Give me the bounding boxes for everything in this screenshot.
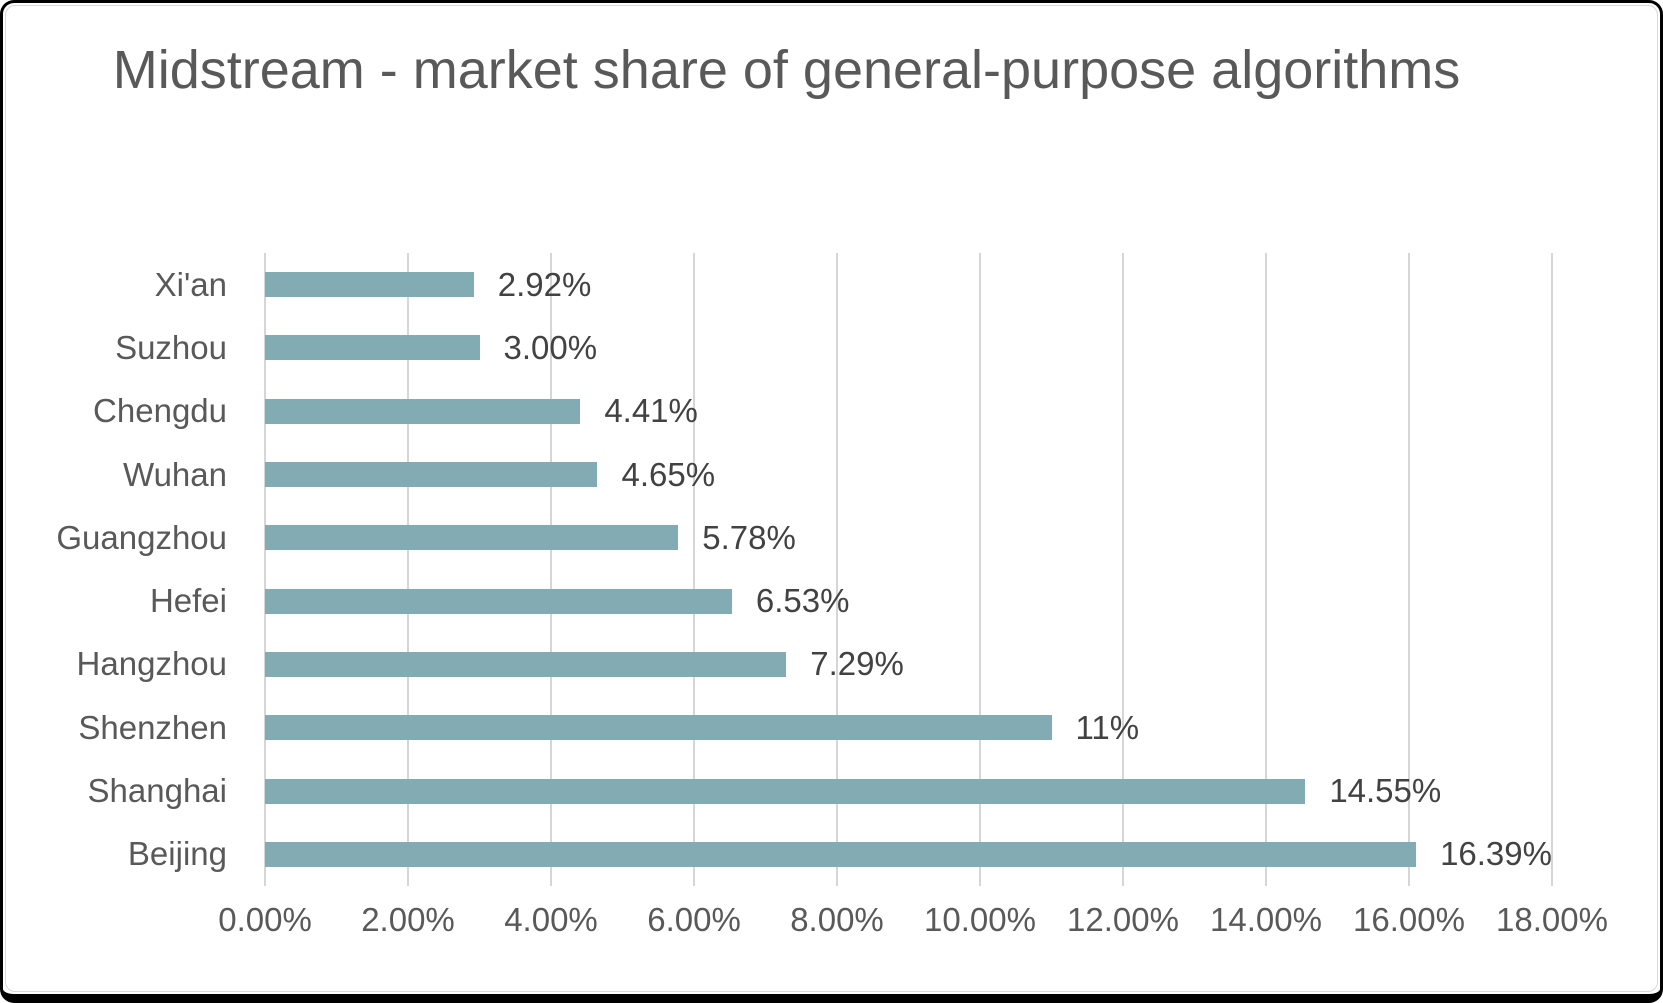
category-label: Hefei	[149, 582, 227, 620]
gridline	[406, 253, 409, 886]
x-axis: 0.00% 2.00% 4.00% 6.00% 8.00% 10.00% 12.00% 14.…	[218, 901, 1608, 949]
gridline	[979, 253, 981, 886]
bar-row: 7.29%	[265, 633, 1552, 696]
gridline	[1122, 253, 1124, 886]
bar	[265, 841, 1417, 867]
chart-title: Midstream - market share of general-purp…	[112, 40, 1461, 100]
bar-series: 2.92% 3.00% 4.41% 4.65% 5.78% 6.53% 7.29% 11% 14…	[265, 253, 1552, 886]
category-label: Beijing	[127, 835, 227, 873]
category-label: Xi'an	[154, 265, 227, 303]
bar	[265, 778, 1306, 804]
gridline	[693, 253, 695, 886]
x-axis-tick-label: 0.00%	[218, 901, 312, 938]
data-label: 2.92%	[497, 265, 592, 303]
bar-row: 4.65%	[265, 443, 1552, 506]
x-axis-tick-label: 16.00%	[1353, 901, 1465, 938]
bar	[265, 588, 732, 614]
bar	[265, 272, 474, 298]
data-label: 6.53%	[755, 582, 850, 620]
x-axis-tick-label: 12.00%	[1067, 901, 1179, 938]
gridline	[1265, 253, 1267, 886]
bar	[265, 462, 598, 488]
gridline	[1551, 253, 1553, 886]
data-label: 16.39%	[1440, 835, 1552, 873]
bar-row: 5.78%	[265, 506, 1552, 569]
bar	[265, 335, 480, 361]
bar	[265, 651, 787, 677]
data-label: 14.55%	[1329, 772, 1442, 810]
bar	[265, 715, 1052, 741]
data-label: 3.00%	[503, 328, 598, 366]
bar-row: 3.00%	[265, 316, 1552, 379]
bar-row: 16.39%	[265, 823, 1552, 886]
data-label: 4.41%	[604, 392, 698, 430]
data-label: 5.78%	[702, 518, 796, 556]
category-label: Shanghai	[87, 772, 227, 810]
data-label: 4.65%	[621, 455, 716, 493]
gridline	[1407, 253, 1410, 886]
x-axis-tick-label: 2.00%	[361, 901, 455, 938]
category-label: Suzhou	[115, 328, 227, 366]
category-axis: Xi'an Suzhou Chengdu Wuhan Guangzhou Hefei Han…	[3, 253, 241, 886]
x-axis-tick-label: 6.00%	[647, 901, 741, 938]
gridline	[549, 253, 552, 886]
bar-row: 2.92%	[265, 253, 1552, 316]
x-axis-tick-label: 14.00%	[1210, 901, 1322, 938]
category-label: Guangzhou	[56, 518, 227, 556]
bar-row: 11%	[265, 696, 1552, 759]
x-axis-tick-label: 8.00%	[790, 901, 884, 938]
bar-row: 4.41%	[265, 380, 1552, 443]
category-label: Hangzhou	[76, 645, 227, 683]
plot-area: 2.92% 3.00% 4.41% 4.65% 5.78% 6.53% 7.29% 11% 14…	[264, 253, 1553, 886]
bar	[265, 398, 581, 424]
bar	[265, 525, 679, 551]
x-axis-tick-label: 10.00%	[924, 901, 1036, 938]
bar-row: 6.53%	[265, 569, 1552, 632]
x-axis-tick-label: 18.00%	[1496, 901, 1608, 938]
data-label: 11%	[1075, 708, 1140, 746]
category-label: Shenzhen	[78, 708, 227, 746]
gridline	[835, 253, 838, 886]
x-axis-tick-label: 4.00%	[504, 901, 598, 938]
category-label: Chengdu	[93, 392, 227, 430]
category-label: Wuhan	[123, 455, 227, 493]
bar-row: 14.55%	[265, 759, 1552, 822]
gridline	[264, 253, 266, 886]
data-label: 7.29%	[810, 645, 904, 683]
